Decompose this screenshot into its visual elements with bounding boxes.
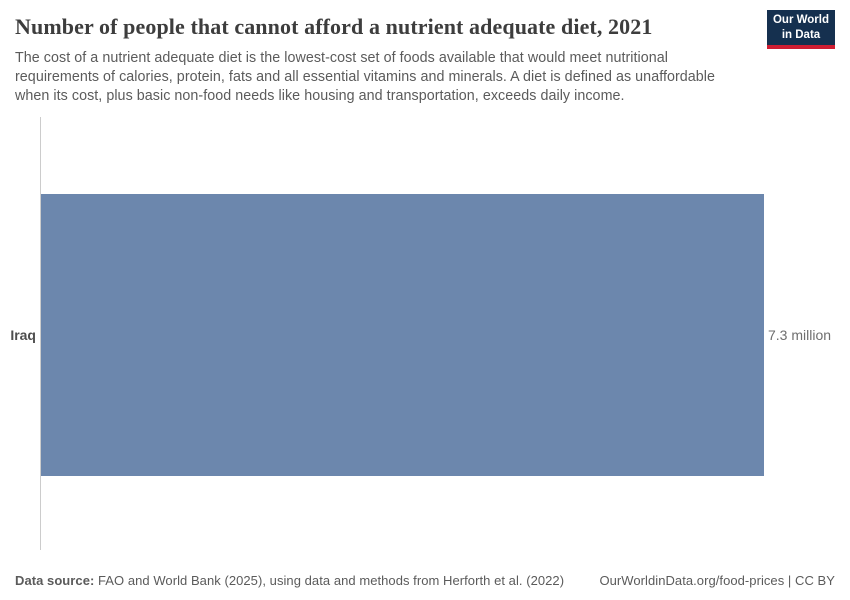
chart-footer: Data source: FAO and World Bank (2025), … [15, 573, 835, 588]
owid-logo-line1: Our World [772, 14, 829, 27]
owid-url-license-link[interactable]: OurWorldinData.org/food-prices | CC BY [599, 573, 835, 588]
value-label-iraq: 7.3 million [768, 327, 832, 343]
data-source-text: FAO and World Bank (2025), using data an… [94, 573, 565, 588]
bar-track [41, 194, 764, 476]
bar-chart: Iraq 7.3 million [0, 117, 850, 550]
y-axis-line [40, 117, 41, 550]
bar-iraq[interactable] [41, 194, 764, 476]
chart-title: Number of people that cannot afford a nu… [15, 14, 653, 39]
owid-logo[interactable]: Our World in Data [767, 10, 835, 49]
owid-logo-line2: in Data [781, 28, 821, 41]
entity-label-iraq: Iraq [10, 327, 36, 343]
data-source-note: Data source: FAO and World Bank (2025), … [15, 573, 564, 588]
data-source-label: Data source: [15, 573, 95, 588]
chart-subtitle: The cost of a nutrient adequate diet is … [15, 50, 716, 105]
bar-row-iraq: Iraq 7.3 million [0, 194, 850, 476]
chart-header: Our World in Data Number of people that … [15, 10, 835, 106]
